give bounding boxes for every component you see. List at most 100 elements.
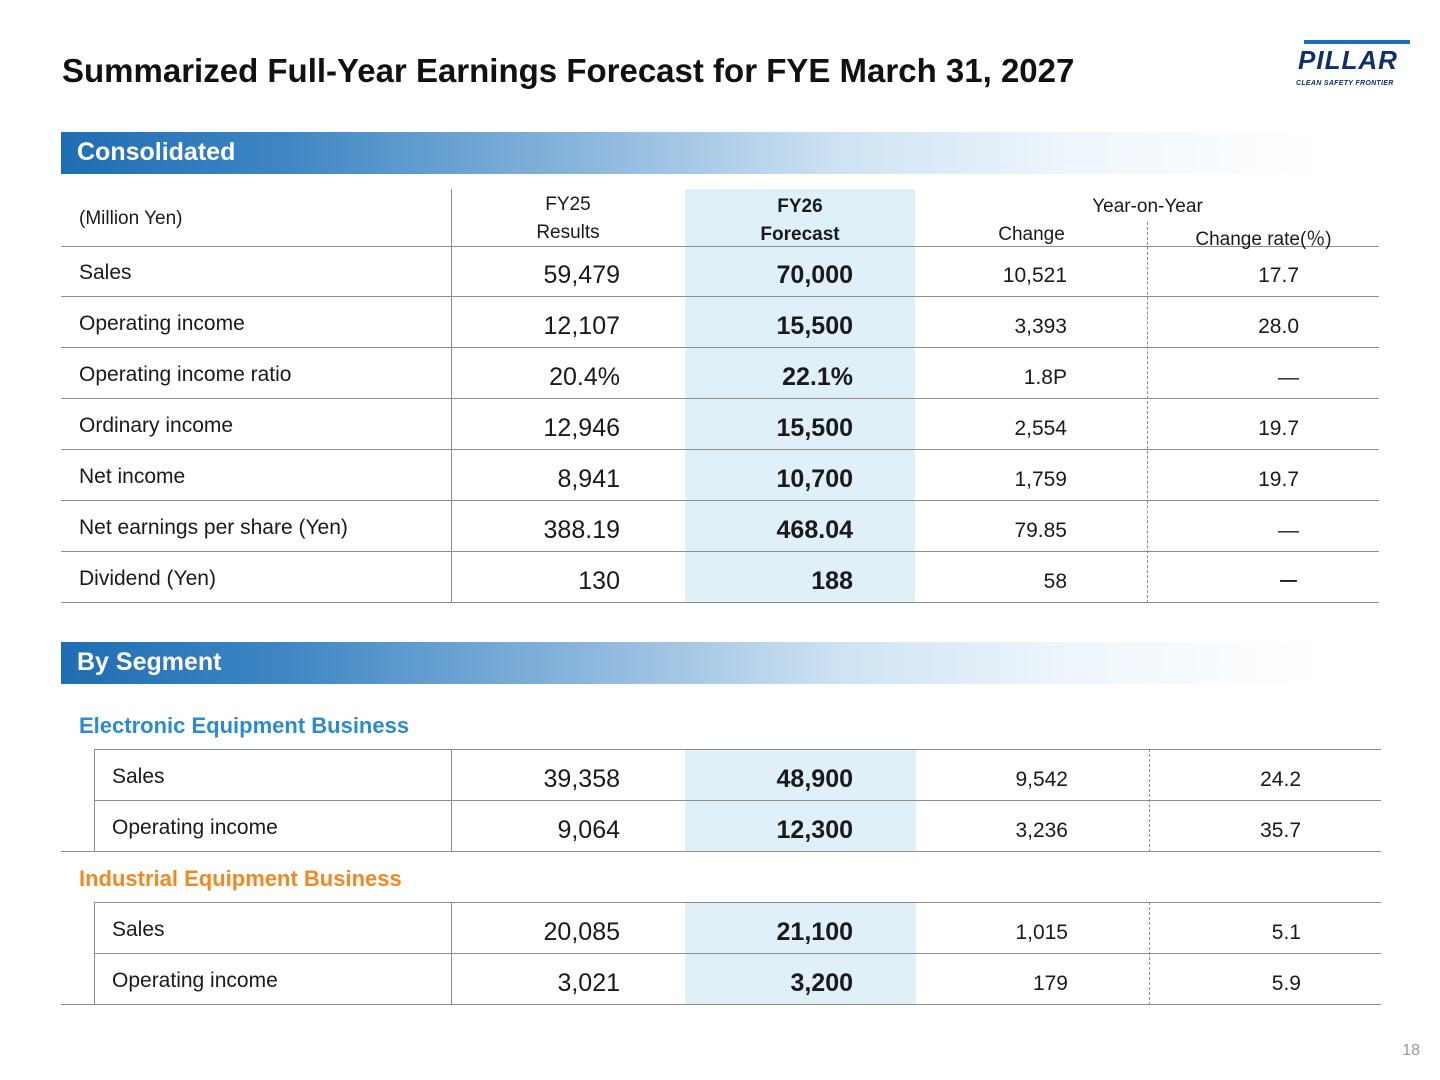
- change-rate-value: 24.2: [1260, 768, 1301, 791]
- fy26-value: 468.04: [776, 516, 853, 544]
- row-rule: [61, 851, 1381, 852]
- fy26-value: 70,000: [776, 261, 853, 289]
- row-label: Ordinary income: [79, 414, 234, 437]
- change-value: 3,393: [1014, 315, 1067, 338]
- row-label: Net earnings per share (Yen): [79, 516, 348, 539]
- change-rate-value: 5.1: [1271, 921, 1301, 944]
- page-title: Summarized Full-Year Earnings Forecast f…: [62, 52, 1075, 89]
- header-rule: [61, 246, 1379, 247]
- fy26-value: 15,500: [776, 312, 853, 340]
- change-value: 179: [1032, 972, 1068, 995]
- fy26-value: 12,300: [776, 816, 853, 844]
- fy25-value: 59,479: [543, 261, 620, 289]
- change-rate-value: —: [1278, 366, 1299, 389]
- fy26-header: FY26: [777, 196, 823, 217]
- row-rule: [94, 953, 1381, 954]
- fy26-value: 188: [811, 567, 853, 595]
- row-label: Sales: [112, 765, 165, 788]
- logo-wordmark: PILLAR: [1298, 45, 1398, 75]
- change-rate-value: 35.7: [1260, 819, 1301, 842]
- change-rate-value: 19.7: [1258, 468, 1299, 491]
- change-rate-value: 17.7: [1258, 264, 1299, 287]
- row-label: Operating income: [79, 312, 245, 335]
- fy25-value: 20.4%: [549, 363, 620, 391]
- fy25-header: FY25: [545, 194, 591, 215]
- row-rule: [94, 800, 1381, 801]
- row-rule: [61, 398, 1379, 399]
- logo-tagline: CLEAN SAFETY FRONTIER: [1296, 80, 1394, 87]
- change-value: 1,015: [1015, 921, 1068, 944]
- row-rule: [61, 347, 1379, 348]
- electronic-segment-title: Electronic Equipment Business: [79, 713, 410, 738]
- column-divider: [451, 749, 452, 852]
- fy25-subheader: Results: [536, 222, 600, 243]
- row-label: Sales: [112, 918, 165, 941]
- company-logo: PILLAR CLEAN SAFETY FRONTIER: [1294, 40, 1410, 92]
- fy25-value: 388.19: [543, 516, 620, 544]
- change-value: 58: [1043, 570, 1067, 593]
- change-value: 79.85: [1014, 519, 1067, 542]
- dashed-divider: [1149, 902, 1150, 1005]
- row-label: Operating income: [112, 816, 278, 839]
- forecast-column-shade: [685, 189, 915, 603]
- column-divider: [451, 902, 452, 1005]
- fy26-value: 21,100: [776, 918, 853, 946]
- fy26-value: 3,200: [790, 969, 853, 997]
- change-rate-value: 5.9: [1271, 972, 1301, 995]
- row-label: Operating income ratio: [79, 363, 292, 386]
- segment-section-band: By Segment: [61, 642, 1321, 684]
- change-value: 1.8P: [1023, 366, 1067, 389]
- indent-divider: [94, 902, 95, 1005]
- logo-bar: [1304, 40, 1410, 44]
- row-rule: [61, 551, 1379, 552]
- fy25-value: 39,358: [543, 765, 620, 793]
- consolidated-section-label: Consolidated: [77, 138, 236, 166]
- fy26-value: 48,900: [776, 765, 853, 793]
- row-label: Operating income: [112, 969, 278, 992]
- dashed-divider: [1149, 749, 1150, 852]
- fy25-value: 12,107: [543, 312, 620, 340]
- change-rate-value: —: [1278, 519, 1299, 542]
- change-rate-value: 28.0: [1258, 315, 1299, 338]
- fy25-value: 12,946: [543, 414, 620, 442]
- forecast-column-shade: [685, 903, 916, 1005]
- segment-section-label: By Segment: [77, 648, 222, 676]
- page-number: 18: [1402, 1042, 1420, 1059]
- fy25-value: 8,941: [557, 465, 620, 493]
- row-rule: [61, 449, 1379, 450]
- row-rule: [94, 902, 1381, 903]
- yoy-header: Year-on-Year: [1092, 196, 1203, 217]
- change-rate-header: Change rate(％): [1195, 229, 1332, 250]
- change-rate-value: 19.7: [1258, 417, 1299, 440]
- dashed-divider: [1147, 222, 1148, 603]
- row-rule: [61, 296, 1379, 297]
- row-rule: [94, 749, 1381, 750]
- change-value: 9,542: [1015, 768, 1068, 791]
- change-value: 10,521: [1002, 264, 1067, 287]
- change-value: 3,236: [1015, 819, 1068, 842]
- row-rule: [61, 500, 1379, 501]
- row-label: Sales: [79, 261, 132, 284]
- fy25-value: 130: [578, 567, 620, 595]
- unit-label: (Million Yen): [79, 208, 183, 229]
- change-value: 2,554: [1014, 417, 1067, 440]
- fy26-value: 15,500: [776, 414, 853, 442]
- indent-divider: [94, 749, 95, 852]
- row-rule: [61, 602, 1379, 603]
- row-label: Dividend (Yen): [79, 567, 216, 590]
- row-label: Net income: [79, 465, 186, 488]
- change-header: Change: [998, 224, 1065, 245]
- fy26-value: 22.1%: [782, 363, 853, 391]
- consolidated-section-band: Consolidated: [61, 132, 1321, 174]
- change-value: 1,759: [1014, 468, 1067, 491]
- change-rate-value: ー: [1278, 571, 1299, 594]
- fy25-value: 9,064: [557, 816, 620, 844]
- industrial-segment-title: Industrial Equipment Business: [79, 866, 402, 891]
- column-divider: [451, 189, 452, 603]
- fy25-value: 20,085: [543, 918, 620, 946]
- fy26-subheader: Forecast: [760, 224, 840, 245]
- fy26-value: 10,700: [776, 465, 853, 493]
- fy25-value: 3,021: [557, 969, 620, 997]
- forecast-column-shade: [685, 750, 916, 852]
- row-rule: [61, 1004, 1381, 1005]
